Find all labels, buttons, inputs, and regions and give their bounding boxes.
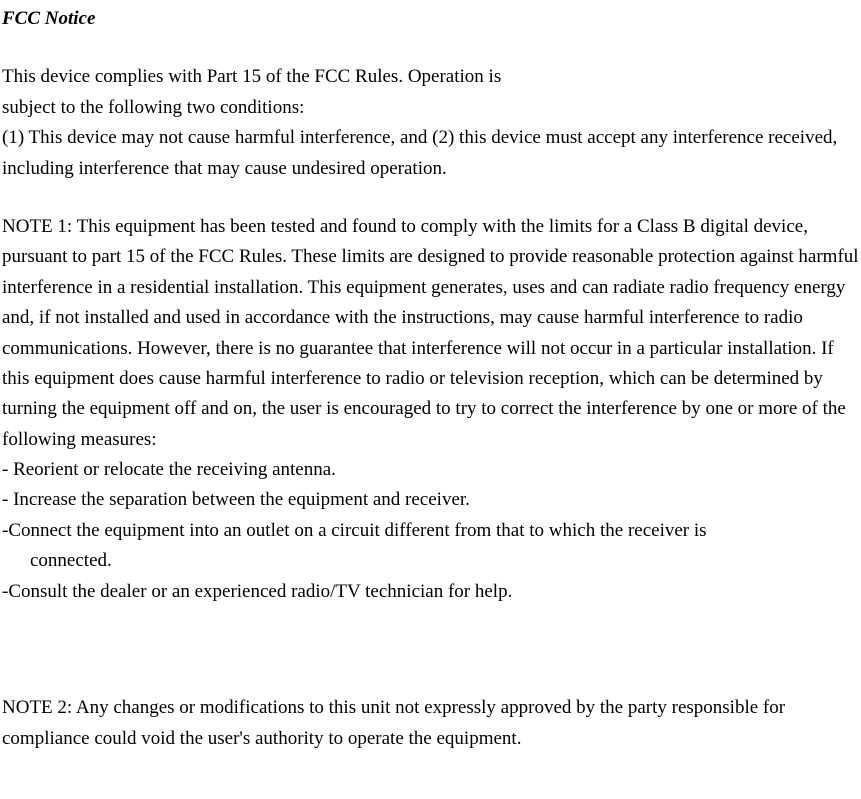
note-1-bullet-2: - Increase the separation between the eq… — [2, 485, 859, 515]
note-1-bullet-4: -Consult the dealer or an experienced ra… — [2, 577, 859, 607]
spacer-paragraph — [2, 635, 859, 665]
note-1-bullet-3a: -Connect the equipment into an outlet on… — [2, 516, 859, 546]
intro-line-1: This device complies with Part 15 of the… — [2, 62, 859, 92]
document-title: FCC Notice — [2, 4, 859, 34]
intro-line-3: (1) This device may not cause harmful in… — [2, 123, 859, 184]
note-2-paragraph: NOTE 2: Any changes or modifications to … — [2, 693, 859, 754]
note-1-bullet-3b: connected. — [2, 546, 859, 576]
note-1-body: NOTE 1: This equipment has been tested a… — [2, 212, 859, 455]
intro-paragraph: This device complies with Part 15 of the… — [2, 62, 859, 184]
intro-line-2: subject to the following two conditions: — [2, 93, 859, 123]
note-1-bullet-1: - Reorient or relocate the receiving ant… — [2, 455, 859, 485]
note-1-paragraph: NOTE 1: This equipment has been tested a… — [2, 212, 859, 607]
